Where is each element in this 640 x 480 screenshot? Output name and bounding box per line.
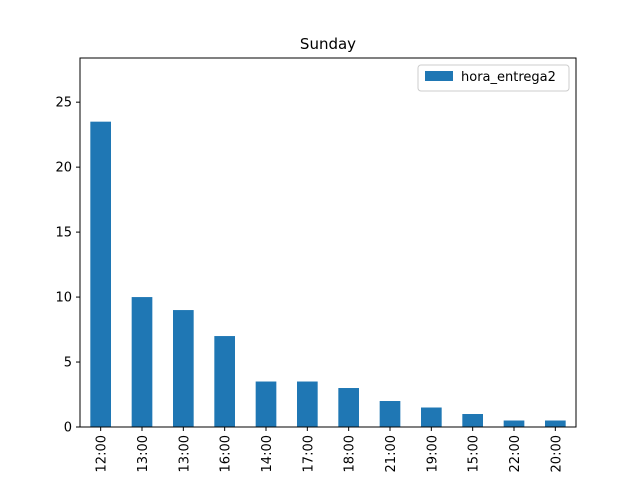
legend: hora_entrega2: [417, 64, 570, 92]
bar: [255, 381, 277, 427]
y-tick-label: 15: [55, 226, 72, 241]
x-tick-label: 21:00: [384, 435, 399, 472]
x-tick-label: 17:00: [301, 435, 316, 472]
bar: [421, 407, 442, 427]
x-tick-label: 19:00: [425, 435, 440, 472]
y-tick-label: 10: [55, 291, 72, 306]
bar: [462, 414, 483, 427]
y-tick-label: 0: [64, 421, 72, 436]
y-tick-label: 5: [64, 356, 72, 371]
x-tick-label: 13:00: [177, 435, 192, 472]
plot-frame: [79, 57, 577, 428]
bar: [297, 381, 318, 427]
y-tick-label: 20: [55, 161, 72, 176]
bar: [173, 310, 194, 427]
bar: [90, 121, 111, 428]
x-tick-label: 20:00: [549, 435, 564, 472]
x-tick-label: 18:00: [343, 435, 358, 472]
bar: [338, 388, 359, 427]
legend-swatch: [425, 71, 453, 81]
legend-label: hora_entrega2: [461, 70, 556, 85]
x-tick-label: 12:00: [95, 435, 110, 472]
bars-group: [90, 121, 566, 428]
x-tick-label: 22:00: [508, 435, 523, 472]
x-tick-label: 16:00: [219, 435, 234, 472]
bar: [379, 401, 401, 427]
x-axis: 12:00 13:00 13:00 16:00 14:00 17:00 18:00 21:00…: [95, 427, 564, 472]
bar: [214, 336, 235, 427]
y-tick-label: 25: [55, 96, 72, 111]
bar: [131, 297, 153, 427]
x-tick-label: 15:00: [467, 435, 482, 472]
x-tick-label: 13:00: [136, 435, 151, 472]
x-tick-label: 14:00: [260, 435, 275, 472]
bar: [503, 420, 525, 427]
chart-title: Sunday: [300, 35, 356, 53]
legend-box: [417, 64, 570, 92]
bar: [545, 420, 566, 427]
y-axis: 0 5 10 15 20 25: [55, 96, 80, 436]
